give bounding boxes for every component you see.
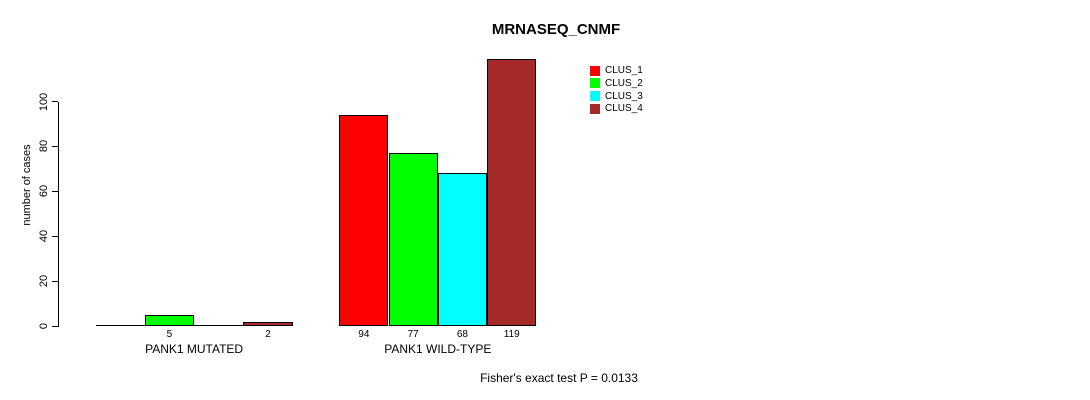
legend-swatch-clus_1	[590, 65, 600, 76]
y-tick-label: 40	[38, 230, 50, 243]
legend-swatch-clus_4	[590, 103, 600, 114]
bar-value-label: 2	[265, 329, 271, 340]
legend-row: CLUS_1	[590, 65, 643, 76]
bar-clus_3	[437, 173, 488, 326]
legend-label: CLUS_2	[605, 77, 643, 89]
bar-value-label: 68	[456, 329, 468, 340]
group-label: PANK1 MUTATED	[145, 342, 244, 356]
group-label: PANK1 WILD-TYPE	[384, 342, 492, 356]
bar-clus_1	[339, 114, 389, 326]
legend-swatch-clus_2	[590, 78, 600, 89]
legend-label: CLUS_3	[605, 90, 643, 102]
y-tick-mark	[52, 190, 58, 192]
legend-label: CLUS_4	[605, 103, 643, 115]
bar-clus_4	[487, 58, 537, 326]
legend-row: CLUS_3	[590, 91, 643, 102]
y-tick-mark	[52, 280, 58, 282]
y-tick-mark	[52, 235, 58, 237]
y-tick-mark	[52, 325, 58, 327]
y-tick-label: 80	[38, 140, 50, 153]
y-tick-label: 20	[38, 274, 50, 288]
y-tick-mark	[52, 145, 58, 147]
chart-title: MRNASEQ_CNMF	[491, 21, 621, 38]
y-tick-label: 60	[38, 185, 50, 198]
bar-value-label: 5	[166, 329, 173, 340]
legend-row: CLUS_2	[590, 78, 643, 89]
bar-zero-clus_3	[194, 325, 244, 326]
bar-clus_2	[388, 153, 438, 326]
bar-clus_4	[243, 321, 293, 326]
y-tick-label: 100	[38, 92, 50, 111]
legend-swatch-clus_3	[590, 91, 600, 102]
y-axis-line	[58, 102, 59, 327]
bar-value-label: 119	[503, 329, 520, 340]
bar-clus_2	[144, 314, 195, 326]
bar-value-label: 94	[358, 329, 370, 340]
legend-row: CLUS_4	[590, 103, 643, 114]
y-axis-label: number of cases	[21, 144, 33, 226]
bar-zero-clus_1	[95, 325, 145, 326]
y-tick-label: 0	[38, 322, 50, 330]
footnote: Fisher's exact test P = 0.0133	[480, 371, 638, 385]
legend-label: CLUS_1	[605, 65, 643, 76]
bar-value-label: 77	[407, 329, 419, 340]
y-tick-mark	[52, 101, 58, 102]
